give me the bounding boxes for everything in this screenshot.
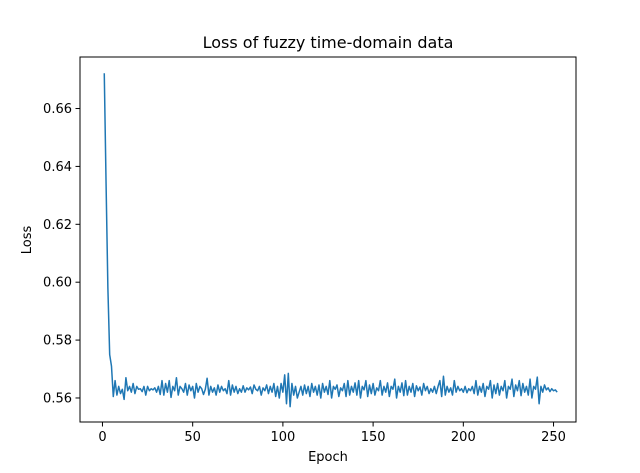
y-tick-label: 0.62 [43, 218, 72, 233]
loss-series-line-0 [103, 73, 558, 408]
y-axis: 0.56 0.58 0.60 0.62 0.64 0.66 [43, 102, 80, 406]
y-tick-label: 0.60 [43, 276, 72, 291]
plot-area [103, 73, 558, 408]
y-tick-label: 0.64 [43, 160, 72, 175]
x-tick-label: 0 [98, 430, 106, 445]
x-tick-label: 100 [270, 430, 295, 445]
x-tick-label: 50 [184, 430, 201, 445]
y-tick-label: 0.58 [43, 334, 72, 349]
x-tick-label: 250 [541, 430, 566, 445]
x-tick-label: 150 [361, 430, 386, 445]
x-tick-label: 200 [451, 430, 476, 445]
y-axis-label: Loss [20, 226, 35, 255]
y-tick-label: 0.56 [43, 391, 72, 406]
axes-frame [79, 56, 577, 423]
chart-title: Loss of fuzzy time-domain data [203, 33, 454, 52]
x-axis-label: Epoch [308, 450, 348, 465]
y-tick-label: 0.66 [43, 102, 72, 117]
x-axis: 0 50 100 150 200 250 [98, 422, 566, 445]
